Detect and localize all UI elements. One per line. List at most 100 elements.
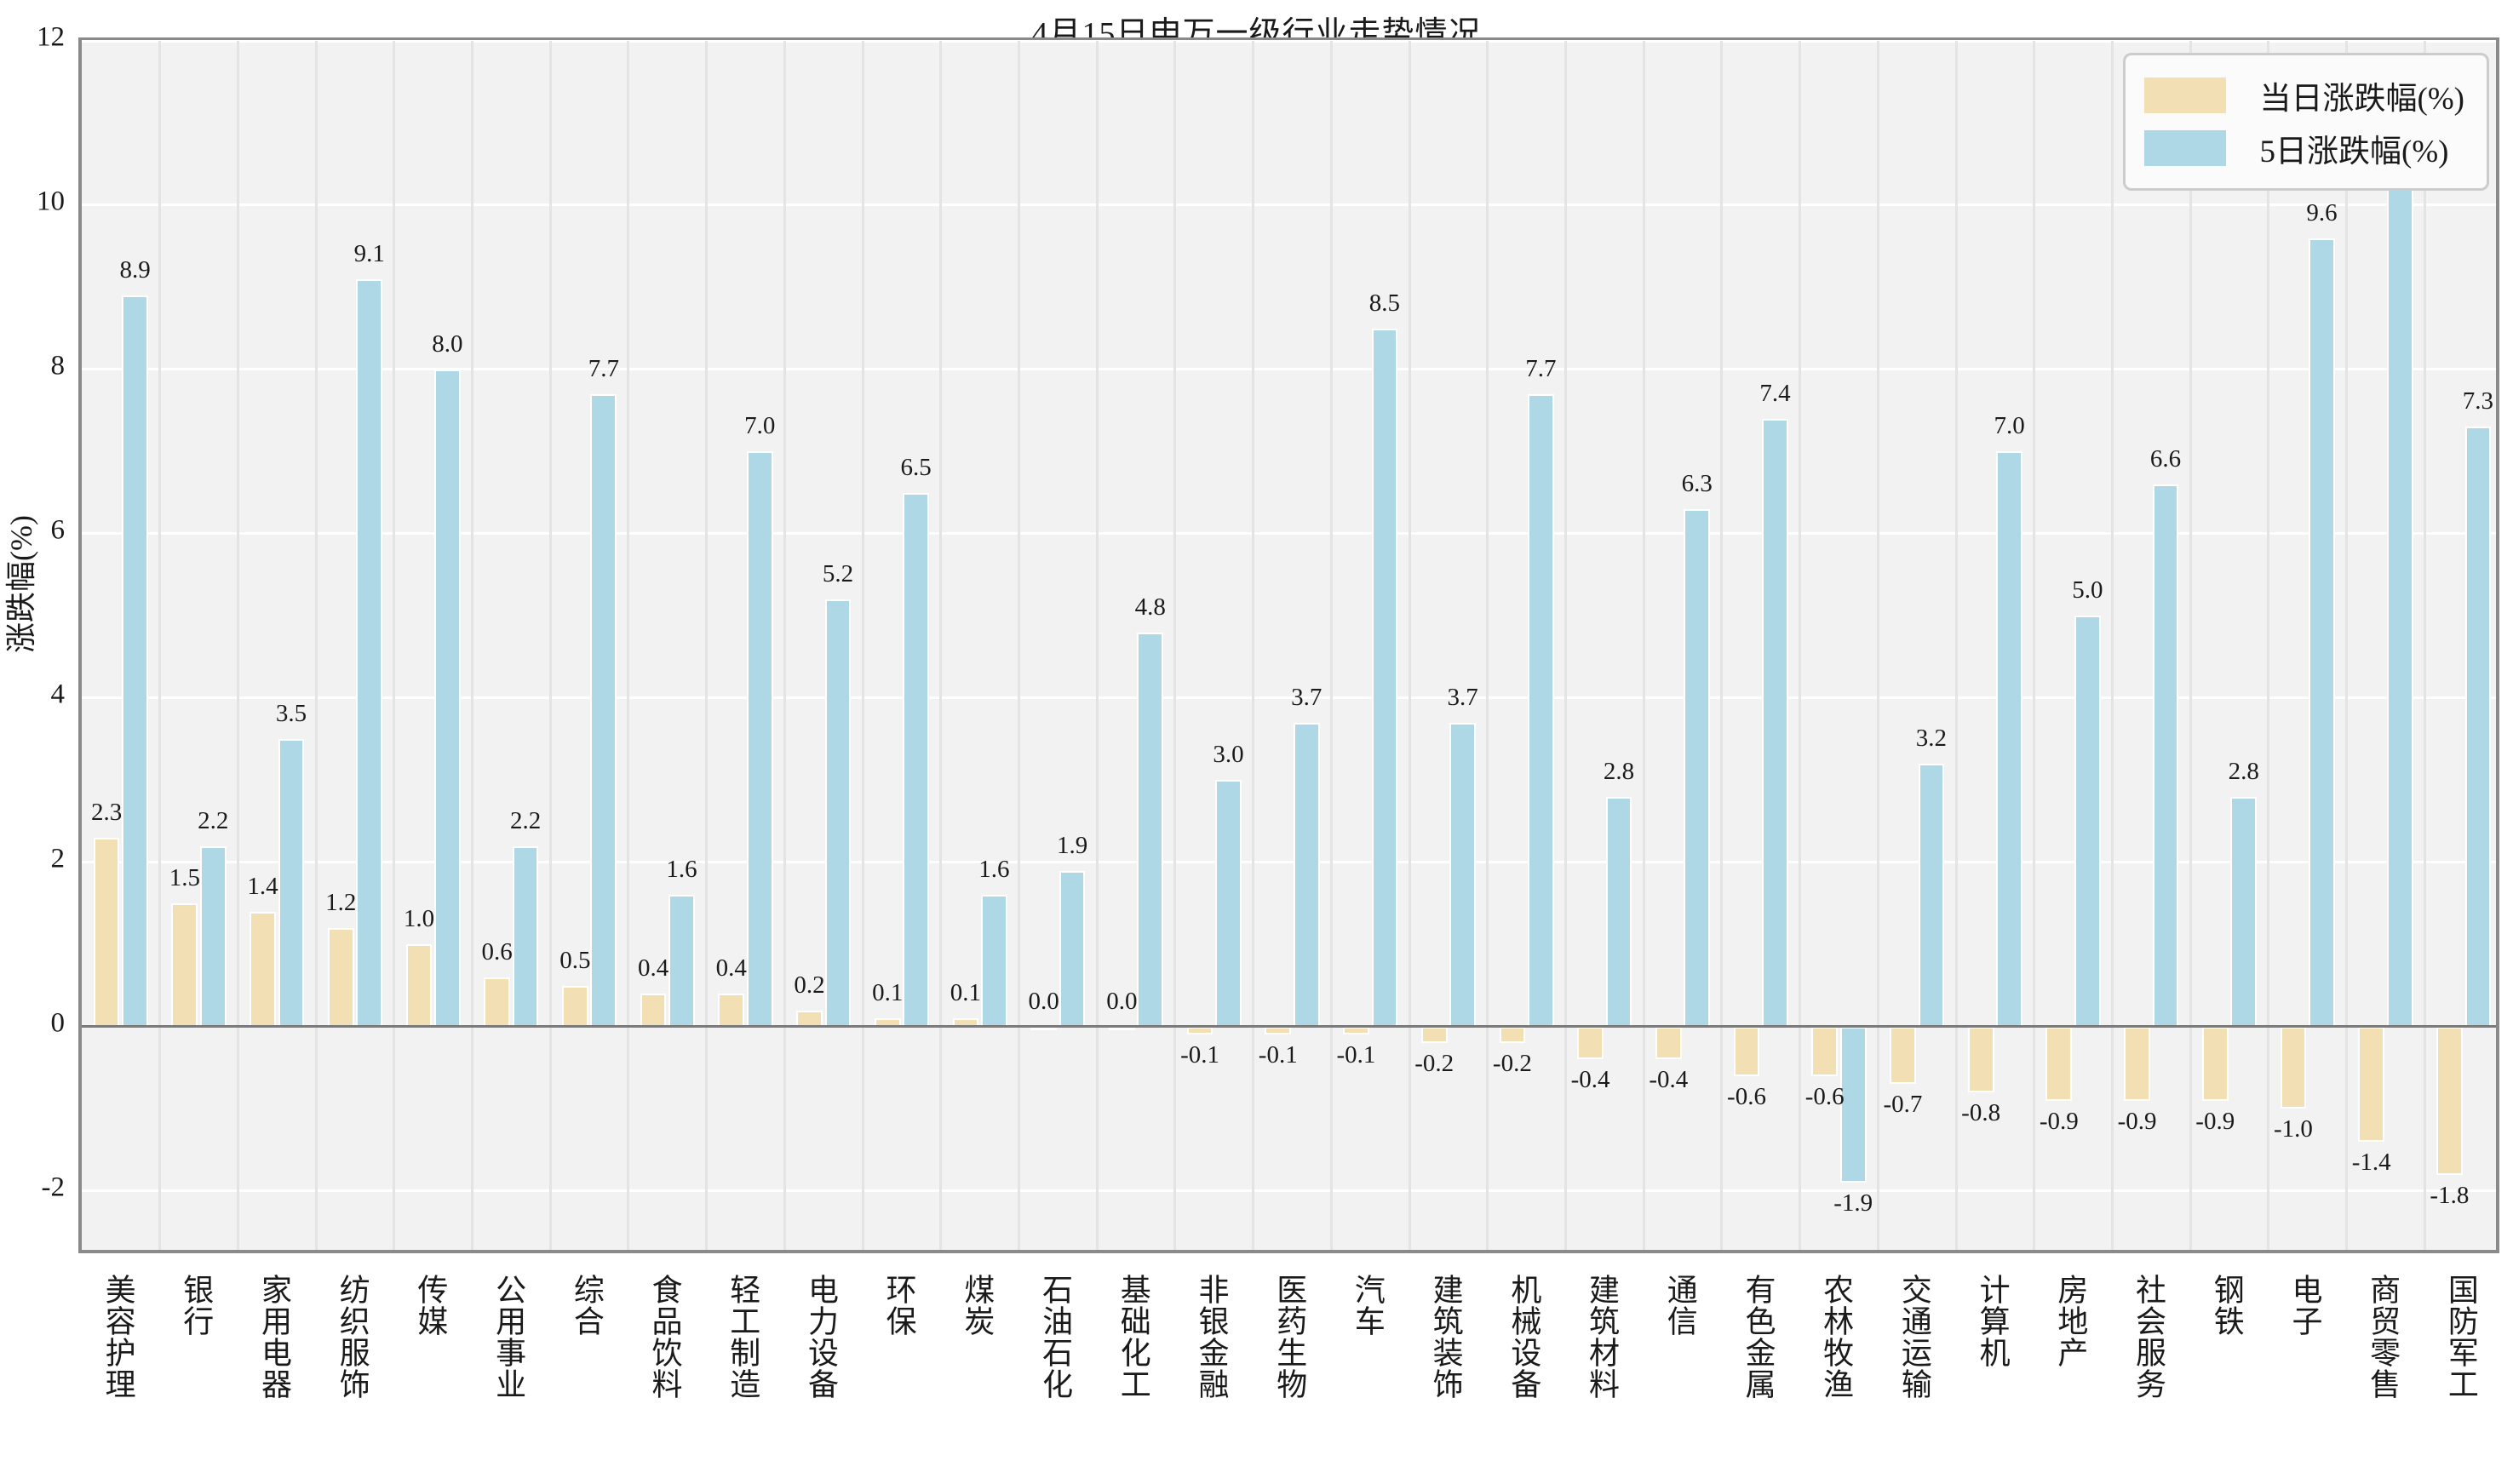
bar[interactable] (1030, 1026, 1057, 1030)
bar[interactable] (405, 944, 433, 1027)
bar[interactable] (668, 895, 695, 1027)
bar-value-label: 8.0 (432, 329, 463, 358)
bar[interactable] (356, 278, 383, 1027)
bar-group: -0.6 7.4 (1722, 41, 1800, 1250)
bar[interactable] (2464, 427, 2492, 1027)
bar-group: 0.4 1.6 (628, 41, 707, 1250)
x-tick-label: 汽车 (1350, 1274, 1385, 1337)
bar-value-label: 0.0 (1106, 987, 1138, 1015)
bar-group: 2.3 8.9 (82, 41, 160, 1250)
bar[interactable] (484, 977, 511, 1027)
bar[interactable] (1108, 1026, 1135, 1030)
bar[interactable] (512, 845, 539, 1027)
bar-value-label: 0.6 (481, 937, 513, 965)
y-tick-label: 10 (37, 186, 65, 217)
bar[interactable] (2386, 188, 2413, 1027)
bar-group: -0.1 3.0 (1175, 41, 1254, 1250)
x-tick-label: 电子 (2287, 1274, 2322, 1337)
bar[interactable] (93, 837, 120, 1027)
bar[interactable] (2436, 1026, 2463, 1175)
y-tick-label: 8 (50, 350, 66, 381)
bar[interactable] (2152, 484, 2179, 1027)
bar[interactable] (1918, 764, 1945, 1027)
bar[interactable] (122, 295, 148, 1027)
bar[interactable] (1839, 1026, 1867, 1183)
x-tick-label: 农林牧渔 (1819, 1274, 1854, 1400)
x-tick-label: 社会服务 (2131, 1274, 2166, 1400)
bar-group: -0.1 8.5 (1331, 41, 1409, 1250)
bar[interactable] (562, 985, 588, 1027)
bar-value-label: 7.7 (588, 354, 619, 382)
bar-value-label: 2.8 (1603, 757, 1635, 785)
bar-value-label: -0.9 (2039, 1107, 2079, 1135)
bar[interactable] (1811, 1026, 1839, 1076)
bar[interactable] (434, 369, 461, 1027)
bar-group: 0.1 6.5 (863, 41, 941, 1250)
bar[interactable] (327, 928, 354, 1027)
bar[interactable] (952, 1018, 979, 1027)
y-tick-label: 4 (50, 679, 66, 710)
bar[interactable] (250, 911, 276, 1027)
bar-group: -0.8 7.0 (1956, 41, 2034, 1250)
bar-group: -0.1 3.7 (1254, 41, 1332, 1250)
bar[interactable] (1449, 722, 1476, 1027)
bar-group: -0.2 7.7 (1488, 41, 1566, 1250)
bar-value-label: 2.3 (90, 798, 123, 826)
bar[interactable] (874, 1018, 901, 1027)
bar[interactable] (1215, 780, 1242, 1027)
bar[interactable] (2358, 1026, 2385, 1142)
bar-value-label: 2.8 (2228, 757, 2259, 785)
bar[interactable] (1499, 1026, 1526, 1044)
y-tick-label: 0 (50, 1007, 66, 1039)
bar-value-label: -0.9 (2117, 1107, 2157, 1135)
bar-value-label: 4.8 (1134, 593, 1166, 621)
bar[interactable] (746, 451, 773, 1027)
bar[interactable] (1890, 1026, 1916, 1085)
bar[interactable] (1762, 418, 1788, 1027)
bar[interactable] (1265, 1026, 1292, 1035)
bar[interactable] (1059, 870, 1086, 1027)
bar[interactable] (1371, 328, 1398, 1027)
x-tick-label: 食品饮料 (647, 1274, 682, 1400)
bar[interactable] (2045, 1026, 2073, 1101)
bar-value-label: 1.5 (169, 864, 200, 892)
bar[interactable] (1420, 1026, 1448, 1044)
bar[interactable] (1293, 722, 1320, 1027)
bar[interactable] (2309, 238, 2335, 1027)
bar[interactable] (824, 599, 852, 1027)
bar[interactable] (2074, 616, 2101, 1027)
bar[interactable] (903, 492, 930, 1027)
bar[interactable] (199, 845, 227, 1027)
bar[interactable] (1343, 1026, 1369, 1035)
bar[interactable] (171, 903, 198, 1027)
bar[interactable] (1186, 1026, 1213, 1035)
bar[interactable] (640, 994, 667, 1027)
bar-value-label: 7.4 (1759, 379, 1791, 407)
bar-value-label: 0.4 (715, 954, 747, 983)
bar[interactable] (1655, 1026, 1682, 1060)
bar[interactable] (1577, 1026, 1604, 1060)
bar[interactable] (1967, 1026, 1994, 1093)
bar[interactable] (981, 895, 1007, 1027)
bar[interactable] (2280, 1026, 2307, 1109)
bar[interactable] (1684, 508, 1711, 1027)
bar[interactable] (1605, 796, 1632, 1027)
bar[interactable] (1996, 451, 2022, 1027)
bar[interactable] (1137, 632, 1164, 1027)
legend-item-1[interactable]: 5日涨跌幅(%) (2143, 122, 2464, 175)
bar[interactable] (718, 994, 745, 1027)
bar[interactable] (796, 1010, 823, 1027)
legend-item-0[interactable]: 当日涨跌幅(%) (2143, 69, 2464, 122)
bar[interactable] (1733, 1026, 1760, 1076)
bar[interactable] (2124, 1026, 2150, 1101)
bar[interactable] (278, 739, 305, 1027)
y-axis-title: 涨跌幅(%) (4, 515, 38, 653)
bar-value-label: -0.7 (1883, 1091, 1923, 1119)
bar[interactable] (2230, 796, 2258, 1027)
bar[interactable] (2201, 1026, 2229, 1101)
bar[interactable] (1527, 393, 1554, 1027)
bar-value-label: 8.9 (119, 256, 151, 284)
bar[interactable] (590, 393, 617, 1027)
bar-value-label: 1.6 (666, 856, 697, 884)
x-tick-label: 轻工制造 (726, 1274, 760, 1400)
